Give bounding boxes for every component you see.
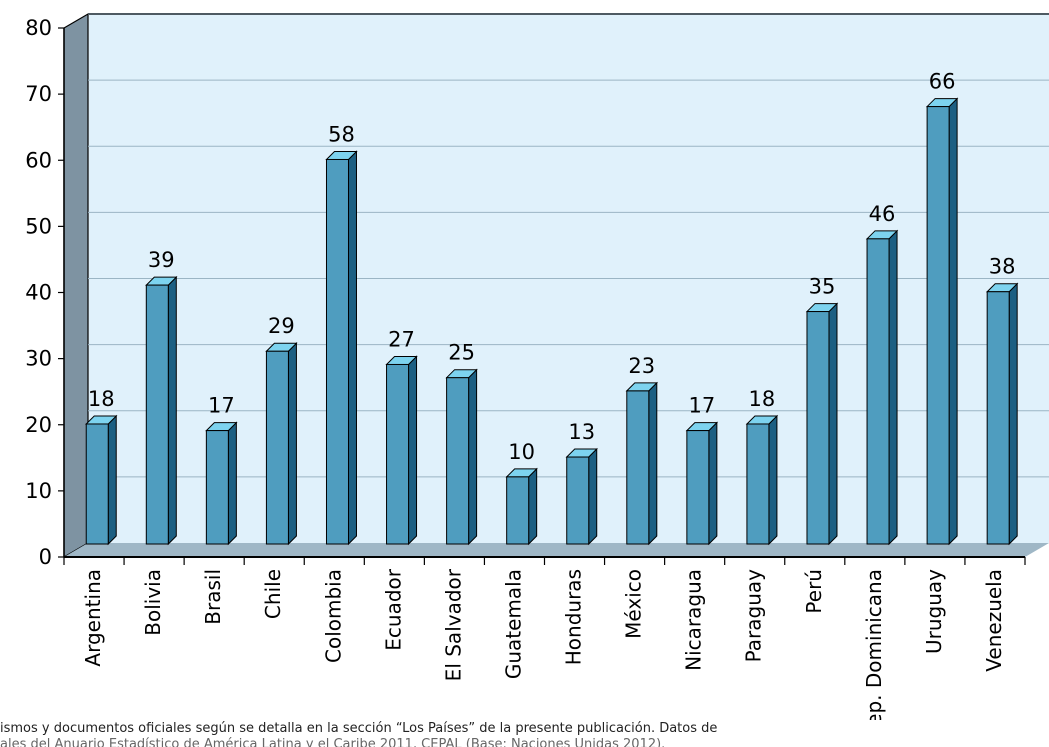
value-label: 58 bbox=[328, 122, 355, 146]
x-tick-label: Bolivia bbox=[141, 569, 165, 636]
value-label: 39 bbox=[148, 248, 175, 272]
value-labels: 18 39 17 29 58 27 25 10 13 23 17 18 35 46 66 38 bbox=[88, 70, 1016, 464]
value-label: 38 bbox=[989, 255, 1016, 279]
bar-front bbox=[265, 350, 289, 545]
left-wall bbox=[63, 12, 89, 559]
footnote: ismos y documentos oficiales según se de… bbox=[0, 721, 1049, 747]
x-axis: Argentina Bolivia Brasil Chile Colombia Ecuad… bbox=[63, 557, 1026, 720]
bar-m-xico bbox=[625, 381, 659, 546]
value-label: 18 bbox=[88, 387, 115, 411]
bar-front bbox=[446, 377, 470, 545]
bar-side bbox=[468, 368, 478, 546]
bar-front bbox=[806, 311, 830, 545]
bar-side bbox=[167, 275, 177, 546]
bar-front bbox=[386, 363, 410, 545]
y-tick-label: 60 bbox=[25, 148, 52, 172]
bar-colombia bbox=[325, 150, 358, 546]
footnote-line-2: ales del Anuario Estadístico de América … bbox=[0, 737, 666, 747]
bar-side bbox=[768, 414, 778, 546]
x-tick-label: El Salvador bbox=[441, 568, 465, 681]
x-tick-label: Paraguay bbox=[742, 569, 766, 663]
bar-side bbox=[408, 355, 418, 546]
bar-front bbox=[626, 390, 650, 545]
bar-bolivia bbox=[145, 275, 178, 546]
value-label: 25 bbox=[448, 341, 475, 365]
x-tick-label: Chile bbox=[261, 569, 285, 619]
bar-front bbox=[566, 456, 590, 545]
bar-side bbox=[227, 421, 237, 546]
value-label: 17 bbox=[688, 394, 715, 418]
x-tick-label: Venezuela bbox=[982, 569, 1006, 672]
bar-side bbox=[888, 229, 898, 546]
bar-front bbox=[85, 423, 109, 545]
value-label: 17 bbox=[208, 394, 235, 418]
bar-front bbox=[986, 291, 1010, 545]
bar-front bbox=[866, 238, 890, 545]
y-tick-label: 40 bbox=[25, 281, 52, 305]
bar-uruguay bbox=[925, 97, 959, 546]
y-tick-label: 70 bbox=[25, 82, 52, 106]
bar-front bbox=[325, 158, 349, 545]
bar-front bbox=[926, 106, 950, 545]
bar-front bbox=[506, 476, 530, 545]
bar-front bbox=[145, 284, 169, 545]
bar-chile bbox=[265, 342, 298, 546]
value-label: 66 bbox=[929, 70, 956, 94]
bar-chart: 0 10 20 30 40 50 60 70 80 18 39 17 29 58 27 25 10 13 23 17… bbox=[25, 12, 1049, 720]
y-tick-label: 50 bbox=[25, 214, 52, 238]
y-tick-label: 0 bbox=[39, 545, 52, 569]
bar-side bbox=[708, 421, 718, 546]
bar-honduras bbox=[565, 447, 598, 546]
bar-front bbox=[746, 423, 770, 545]
bar-side bbox=[648, 381, 658, 546]
x-tick-label: Colombia bbox=[321, 569, 345, 663]
bar-side bbox=[347, 150, 357, 546]
value-label: 10 bbox=[508, 440, 535, 464]
x-tick-label: Ecuador bbox=[381, 568, 405, 650]
y-tick-label: 20 bbox=[25, 413, 52, 437]
x-tick-label: Brasil bbox=[201, 569, 225, 625]
bar-side bbox=[828, 302, 838, 546]
bar-per- bbox=[805, 302, 839, 546]
x-tick-label: Uruguay bbox=[922, 569, 946, 654]
y-tick-label: 10 bbox=[25, 479, 52, 503]
y-tick-label: 80 bbox=[25, 16, 52, 40]
bar-side bbox=[588, 447, 598, 546]
bar-nicaragua bbox=[685, 421, 719, 546]
bar-side bbox=[287, 342, 297, 546]
value-label: 27 bbox=[388, 327, 415, 351]
bar-side bbox=[948, 97, 958, 546]
x-tick-label: Honduras bbox=[562, 569, 586, 665]
bar-front bbox=[686, 430, 710, 545]
bar-paraguay bbox=[745, 414, 779, 546]
value-label: 18 bbox=[749, 387, 776, 411]
value-label: 29 bbox=[268, 314, 295, 338]
bar-el-salvador bbox=[445, 368, 478, 546]
bar-side bbox=[528, 467, 538, 546]
value-label: 46 bbox=[869, 202, 896, 226]
value-label: 35 bbox=[809, 275, 836, 299]
x-tick-label: Rep. Dominicana bbox=[862, 569, 886, 720]
y-axis: 0 10 20 30 40 50 60 70 80 bbox=[25, 16, 65, 569]
x-tick-label: Argentina bbox=[81, 569, 105, 667]
x-tick-label: México bbox=[622, 569, 646, 639]
value-label: 23 bbox=[628, 354, 655, 378]
bar-venezuela bbox=[985, 282, 1019, 546]
bar-brasil bbox=[205, 421, 238, 546]
bar-rep-dominicana bbox=[865, 229, 899, 546]
bar-side bbox=[1008, 282, 1018, 546]
x-tick-label: Nicaragua bbox=[682, 569, 706, 671]
x-tick-label: Guatemala bbox=[501, 569, 525, 679]
bar-front bbox=[205, 430, 229, 545]
value-label: 13 bbox=[568, 420, 595, 444]
bars bbox=[85, 97, 1019, 546]
bar-argentina bbox=[85, 414, 118, 546]
floor bbox=[64, 543, 1049, 557]
bar-guatemala bbox=[505, 467, 538, 546]
bar-ecuador bbox=[385, 355, 418, 546]
bar-side bbox=[107, 414, 117, 546]
y-tick-label: 30 bbox=[25, 347, 52, 371]
footnote-line-1: ismos y documentos oficiales según se de… bbox=[0, 721, 718, 736]
x-tick-label: Perú bbox=[802, 569, 826, 614]
